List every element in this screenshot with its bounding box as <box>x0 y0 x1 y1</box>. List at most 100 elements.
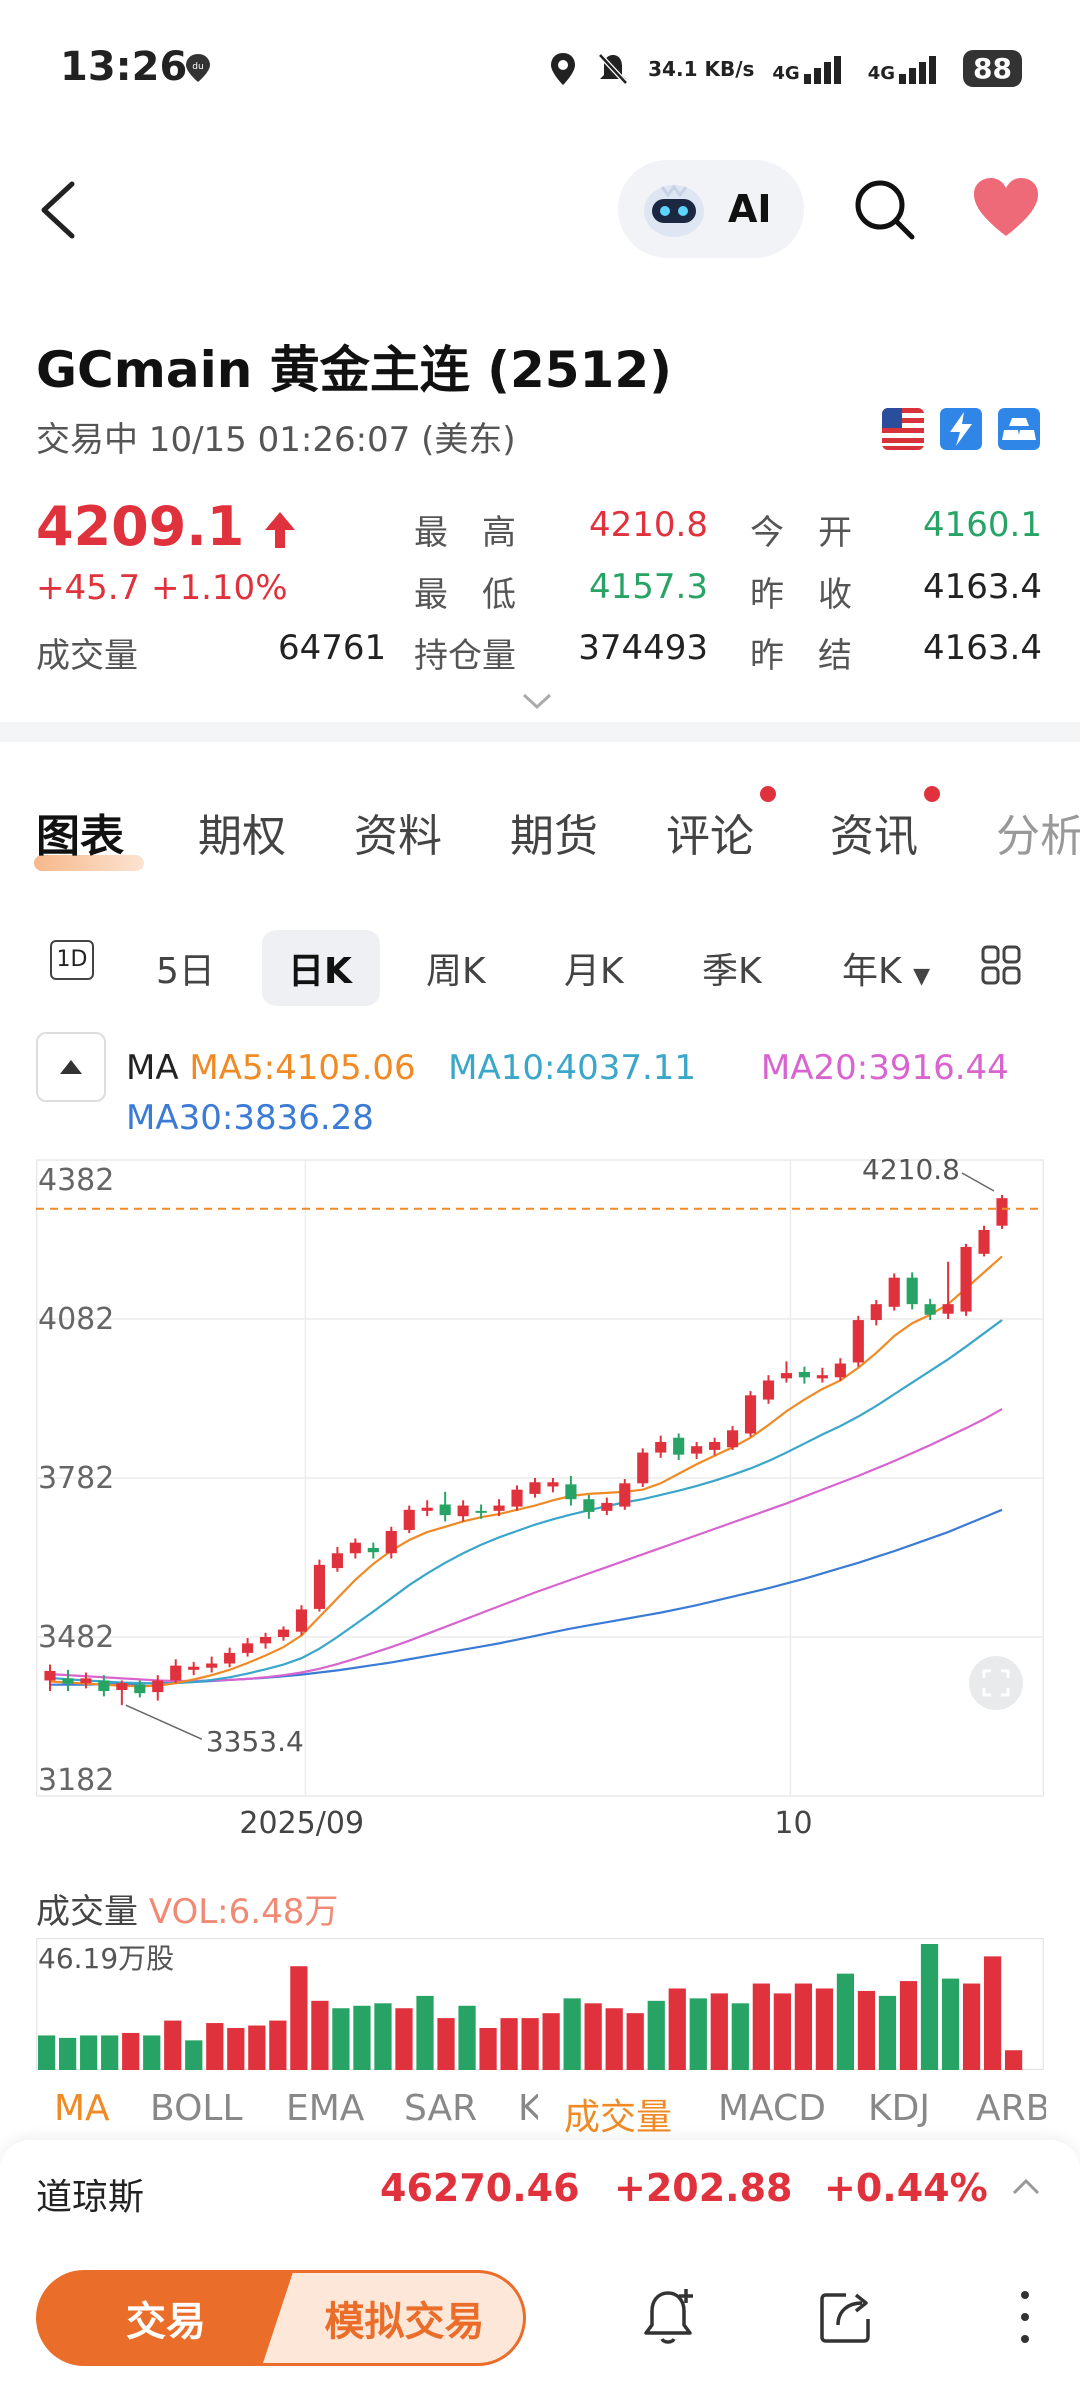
candle <box>691 1441 703 1459</box>
x-tick-label: 2025/09 <box>239 1806 365 1841</box>
search-button[interactable] <box>850 175 920 245</box>
candle <box>942 1261 954 1319</box>
ind-sar[interactable]: SAR <box>404 2088 478 2129</box>
simulated-trade-button[interactable]: 模拟交易 <box>262 2270 526 2366</box>
arrow-up-icon <box>265 512 296 549</box>
candle <box>367 1542 379 1559</box>
tab-profile[interactable]: 资料 <box>354 811 442 862</box>
grid-layout-button[interactable] <box>980 944 1022 990</box>
ind-ema[interactable]: EMA <box>286 2088 365 2129</box>
candle <box>547 1478 559 1493</box>
share-icon <box>820 2293 870 2343</box>
volume-bar <box>416 1995 434 2070</box>
ind-kdj[interactable]: KDJ <box>868 2088 930 2129</box>
back-button[interactable] <box>30 170 100 250</box>
ticker-change: +202.88 <box>614 2166 793 2210</box>
low-label: 最 低 <box>414 575 516 615</box>
ma30-value: MA30:3836.28 <box>126 1098 374 1138</box>
section-divider <box>0 722 1080 742</box>
volume-bar <box>962 1983 981 2070</box>
volume-bar <box>122 2032 140 2070</box>
candle-body <box>439 1504 451 1516</box>
candle <box>996 1194 1008 1229</box>
candle <box>780 1361 793 1383</box>
ma10-line <box>49 1319 1003 1685</box>
tab-news[interactable]: 资讯 <box>830 811 918 862</box>
period-year-k[interactable]: 年K ▼ <box>842 951 930 992</box>
candle <box>439 1491 451 1522</box>
candle-body <box>403 1509 415 1530</box>
bell-plus-icon <box>644 2289 693 2344</box>
chevron-up-icon <box>1012 2178 1040 2195</box>
candle-body <box>116 1683 128 1690</box>
volume-bar <box>437 2018 455 2070</box>
index-ticker[interactable] <box>0 2140 1080 2240</box>
period-week-k[interactable]: 周K <box>426 951 486 992</box>
candle <box>98 1675 110 1697</box>
expand-details-button[interactable] <box>520 688 554 718</box>
tab-comments[interactable]: 评论 <box>666 811 754 862</box>
candle <box>44 1664 56 1692</box>
candle-body <box>834 1363 846 1378</box>
candle <box>978 1225 990 1257</box>
signal-4g-1-icon: 4G <box>772 54 849 84</box>
ind-macd[interactable]: MACD <box>718 2088 826 2129</box>
ind-k[interactable]: K <box>518 2088 538 2129</box>
volume-bar <box>1004 2050 1023 2070</box>
candle-body <box>206 1663 218 1668</box>
x-tick-label: 10 <box>774 1806 813 1841</box>
volume-bar <box>479 2028 497 2070</box>
ma5-line <box>49 1255 1003 1688</box>
candle <box>457 1500 469 1522</box>
low-annotation: 3353.4 <box>206 1725 304 1758</box>
period-1d[interactable]: 1D <box>50 940 94 980</box>
volume-bar <box>374 2003 392 2070</box>
candle-body <box>906 1277 918 1305</box>
period-5d[interactable]: 5日 <box>156 951 215 992</box>
candle-body <box>349 1542 361 1554</box>
ma20-line <box>49 1408 1003 1683</box>
volume-bar <box>521 2018 539 2070</box>
ticker-expand-button[interactable] <box>1010 2170 1042 2205</box>
status-time: 13:26 <box>60 44 188 90</box>
tab-analysis[interactable]: 分析 <box>996 811 1080 862</box>
candle-body <box>44 1670 56 1681</box>
fullscreen-icon[interactable] <box>969 1656 1023 1710</box>
candle-body <box>924 1304 936 1315</box>
price-alert-button[interactable] <box>640 2285 700 2349</box>
volume-bar <box>626 2013 644 2070</box>
candle <box>960 1243 972 1316</box>
volume-chart[interactable]: 46.19万股 <box>36 1938 1044 2070</box>
favorite-button[interactable] <box>970 172 1042 244</box>
comments-badge-dot <box>760 786 776 802</box>
share-button[interactable] <box>816 2285 876 2349</box>
candle-body <box>421 1507 433 1511</box>
candle-body <box>852 1320 864 1363</box>
candle <box>709 1437 721 1456</box>
ind-boll[interactable]: BOLL <box>150 2088 243 2129</box>
candlestick-chart[interactable]: 4382 4082 3782 3482 3182 4210.8 3353.4 <box>36 1156 1044 1816</box>
candle <box>403 1505 415 1534</box>
candle-body <box>888 1277 900 1307</box>
candle <box>816 1367 828 1383</box>
ma-collapse-button[interactable] <box>36 1032 106 1102</box>
lightning-badge-icon <box>940 408 982 450</box>
candle-body <box>619 1483 631 1507</box>
trade-button[interactable]: 交易 <box>36 2270 296 2366</box>
candle <box>331 1546 343 1572</box>
ai-assistant-button[interactable]: AI <box>618 160 804 258</box>
period-month-k[interactable]: 月K <box>564 951 624 992</box>
tab-futures[interactable]: 期货 <box>510 811 598 862</box>
candle-body <box>960 1246 972 1312</box>
tab-options[interactable]: 期权 <box>198 811 286 862</box>
ind-ma[interactable]: MA <box>54 2088 110 2129</box>
ticker-name: 道琼斯 <box>36 2177 145 2218</box>
candle <box>349 1538 361 1559</box>
more-button[interactable] <box>1010 2285 1040 2349</box>
ind-arbr[interactable]: ARBR <box>976 2088 1046 2129</box>
period-day-k[interactable]: 日K <box>288 951 352 992</box>
tab-chart[interactable]: 图表 <box>36 811 124 862</box>
period-quarter-k[interactable]: 季K <box>702 951 762 992</box>
ind-volume[interactable]: 成交量 <box>564 2097 673 2138</box>
candle <box>475 1504 487 1519</box>
